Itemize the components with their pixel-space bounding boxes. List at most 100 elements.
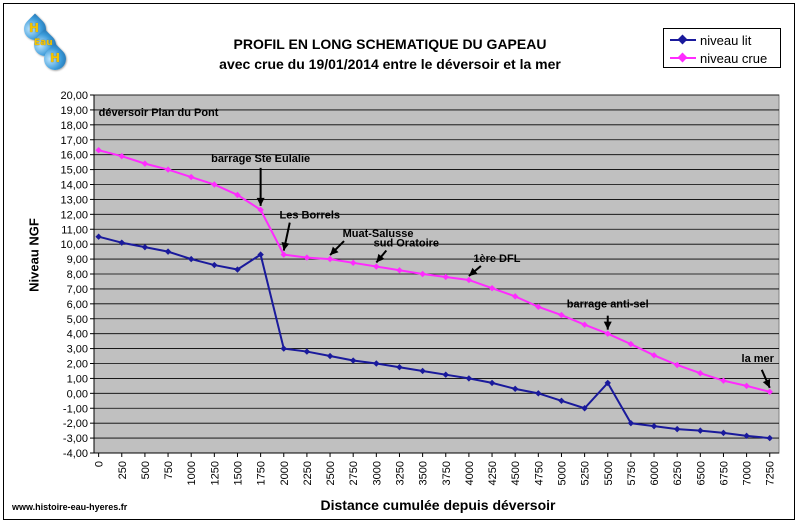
- annotation-label: déversoir Plan du Pont: [99, 107, 219, 119]
- legend-swatch-niveau-crue: [670, 50, 696, 66]
- logo-letter-h2: H: [50, 51, 61, 65]
- annotation-label: Muat-Salusse: [343, 228, 414, 240]
- data-point-niveau-crue: [234, 191, 241, 199]
- y-tick-label: -3,00: [63, 433, 88, 445]
- x-tick-label: 2750: [348, 461, 360, 485]
- chart-legend: niveau lit niveau crue: [663, 28, 781, 68]
- y-tick-label: 16,00: [60, 150, 88, 162]
- y-tick-label: 8,00: [67, 269, 88, 281]
- y-tick-label: 18,00: [60, 120, 88, 132]
- data-point-niveau-lit: [373, 360, 380, 367]
- x-tick-label: 750: [163, 461, 175, 479]
- source-url: www.histoire-eau-hyeres.fr: [12, 502, 128, 512]
- data-point-niveau-crue: [766, 388, 773, 396]
- y-tick-label: 4,00: [67, 329, 88, 341]
- y-tick-label: 10,00: [60, 239, 88, 251]
- data-point-niveau-lit: [303, 348, 311, 355]
- x-tick-label: 3750: [441, 461, 453, 485]
- legend-label-niveau-crue: niveau crue: [700, 50, 768, 66]
- data-point-niveau-crue: [396, 267, 403, 274]
- data-point-niveau-crue: [535, 303, 542, 311]
- data-point-niveau-lit: [141, 243, 149, 251]
- data-point-niveau-crue: [720, 377, 727, 384]
- data-point-niveau-crue: [373, 263, 380, 270]
- data-point-niveau-lit: [511, 385, 519, 393]
- y-tick-label: 5,00: [67, 314, 88, 326]
- annotation-arrowhead: [603, 321, 612, 330]
- data-point-niveau-lit: [164, 248, 172, 255]
- y-tick-label: 3,00: [67, 344, 88, 356]
- logo-letter-eau: Eau: [34, 38, 53, 48]
- x-tick-label: 5000: [556, 461, 568, 485]
- data-point-niveau-lit: [118, 239, 125, 246]
- legend-item-niveau-lit: niveau lit: [670, 32, 751, 48]
- annotation-arrowhead: [281, 241, 290, 251]
- x-tick-label: 6500: [695, 461, 707, 485]
- chart-title: PROFIL EN LONG SCHEMATIQUE DU GAPEAU: [233, 36, 547, 52]
- x-tick-label: 3500: [418, 461, 430, 485]
- data-point-niveau-lit: [396, 364, 403, 371]
- legend-label-niveau-lit: niveau lit: [700, 32, 752, 48]
- data-point-niveau-crue: [650, 352, 658, 359]
- x-tick-label: 5500: [603, 461, 615, 485]
- data-point-niveau-crue: [280, 251, 287, 258]
- data-point-niveau-lit: [581, 405, 588, 412]
- data-point-niveau-lit: [650, 422, 658, 430]
- x-tick-label: 250: [117, 461, 129, 479]
- annotation-arrowhead: [256, 197, 265, 206]
- x-tick-label: 6750: [718, 461, 730, 485]
- data-point-niveau-crue: [141, 160, 149, 167]
- data-point-niveau-lit: [697, 427, 704, 434]
- legend-swatch-niveau-lit: [670, 32, 696, 48]
- data-point-niveau-lit: [234, 266, 241, 273]
- x-tick-label: 7250: [765, 461, 777, 485]
- data-point-niveau-lit: [442, 371, 449, 378]
- annotation-label: la mer: [742, 353, 775, 365]
- y-tick-label: 0,00: [67, 388, 88, 400]
- annotation-label: 1ère DFL: [473, 253, 520, 265]
- data-point-niveau-lit: [257, 251, 264, 258]
- annotation-arrowhead: [376, 253, 385, 263]
- data-point-niveau-crue: [511, 293, 519, 300]
- x-tick-label: 1750: [256, 461, 268, 485]
- y-tick-label: 15,00: [60, 165, 88, 177]
- x-tick-label: 3000: [371, 461, 383, 485]
- x-tick-label: 4500: [510, 461, 522, 485]
- x-tick-label: 1000: [186, 461, 198, 485]
- y-tick-label: 20,00: [60, 90, 88, 102]
- x-tick-label: 7000: [742, 461, 754, 485]
- y-tick-label: 9,00: [67, 254, 88, 266]
- y-tick-label: 13,00: [60, 194, 88, 206]
- x-tick-label: 1250: [209, 461, 221, 485]
- x-tick-label: 5750: [626, 461, 638, 485]
- y-tick-label: 11,00: [61, 224, 88, 236]
- data-point-niveau-lit: [349, 357, 357, 364]
- data-point-niveau-lit: [211, 261, 218, 269]
- y-tick-label: -4,00: [63, 448, 88, 460]
- data-point-niveau-lit: [766, 434, 773, 442]
- data-point-niveau-crue: [211, 181, 218, 188]
- series-line-niveau-crue: [98, 149, 770, 393]
- series-line-niveau-lit: [98, 235, 770, 440]
- y-tick-label: 2,00: [67, 359, 88, 371]
- data-point-niveau-lit: [627, 419, 635, 427]
- data-point-niveau-crue: [697, 369, 704, 377]
- data-point-niveau-crue: [164, 166, 172, 173]
- data-point-niveau-lit: [673, 425, 681, 433]
- x-axis-label: Distance cumulée depuis déversoir: [320, 497, 556, 513]
- data-point-niveau-lit: [187, 255, 195, 263]
- data-point-niveau-crue: [743, 382, 750, 390]
- annotation-label: barrage anti-sel: [567, 299, 649, 311]
- x-tick-label: 4250: [487, 461, 499, 485]
- x-tick-label: 500: [140, 461, 152, 479]
- x-tick-label: 4000: [464, 461, 476, 485]
- data-point-niveau-lit: [535, 390, 542, 397]
- annotation-arrowhead: [468, 267, 478, 276]
- x-tick-label: 5250: [580, 461, 592, 485]
- y-tick-label: -1,00: [63, 403, 88, 415]
- legend-item-niveau-crue: niveau crue: [670, 50, 767, 66]
- data-point-niveau-lit: [326, 352, 334, 360]
- x-tick-label: 2250: [302, 461, 314, 485]
- y-tick-label: 17,00: [60, 135, 88, 147]
- y-tick-label: 12,00: [60, 209, 88, 221]
